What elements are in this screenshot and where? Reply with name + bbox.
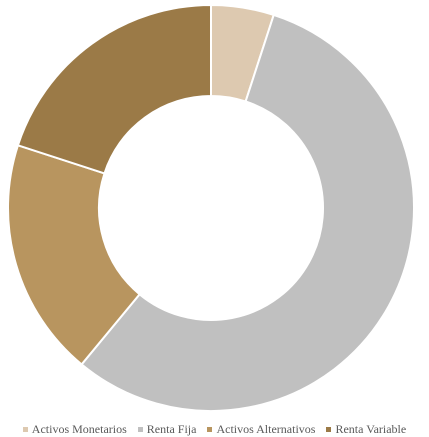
slice-renta-variable [16, 3, 212, 175]
chart-legend: Activos Monetarios Renta Fija Activos Alte… [0, 421, 429, 437]
legend-label: Activos Alternativos [216, 421, 316, 436]
legend-swatch [326, 426, 332, 432]
slice-activos-alternativos [7, 144, 142, 366]
legend-swatch [137, 426, 143, 432]
legend-item-activos-alternativos: Activos Alternativos [207, 422, 315, 437]
slice-renta-fija [80, 13, 415, 412]
legend-label: Renta Variable [335, 421, 407, 436]
legend-swatch [22, 426, 28, 432]
donut-svg [7, 3, 415, 412]
legend-item-activos-monetarios: Activos Monetarios [22, 421, 127, 437]
legend-label: Activos Monetarios [31, 421, 127, 436]
legend-item-renta-fija: Renta Fija [137, 421, 197, 437]
legend-swatch [207, 426, 213, 432]
legend-item-renta-variable: Renta Variable [326, 422, 406, 437]
legend-label: Renta Fija [146, 421, 197, 436]
